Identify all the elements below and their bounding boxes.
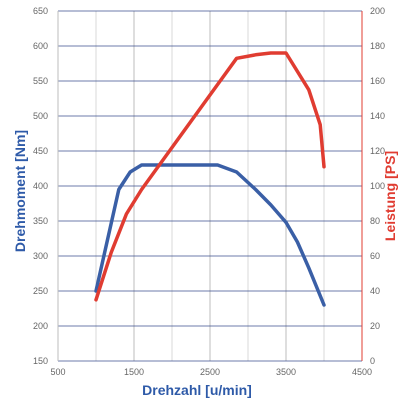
right-tick-label: 100 <box>370 181 385 191</box>
right-tick-label: 80 <box>370 216 380 226</box>
right-tick-label: 200 <box>370 6 385 16</box>
series-layer <box>94 51 326 307</box>
left-tick-label: 500 <box>33 111 48 121</box>
right-tick-label: 180 <box>370 41 385 51</box>
left-tick-label: 550 <box>33 76 48 86</box>
x-tick-label: 1500 <box>124 367 144 377</box>
series-line-torque <box>94 163 326 307</box>
left-tick-label: 600 <box>33 41 48 51</box>
right-tick-label: 40 <box>370 286 380 296</box>
right-axis-title: Leistung [PS] <box>382 151 398 241</box>
right-tick-label: 60 <box>370 251 380 261</box>
left-tick-label: 400 <box>33 181 48 191</box>
right-tick-label: 120 <box>370 146 385 156</box>
left-axis-title: Drehmoment [Nm] <box>12 130 28 252</box>
x-tick-label: 500 <box>50 367 65 377</box>
x-axis-title: Drehzahl [u/min] <box>142 382 252 398</box>
left-tick-label: 250 <box>33 286 48 296</box>
left-tick-label: 300 <box>33 251 48 261</box>
left-tick-label: 200 <box>33 321 48 331</box>
right-tick-label: 0 <box>370 356 375 366</box>
left-axis-ticks: 150 200 250 300 350 400 450 500 550 600 650 <box>33 6 48 366</box>
left-tick-label: 650 <box>33 6 48 16</box>
series-line-power <box>94 51 326 302</box>
left-tick-label: 450 <box>33 146 48 156</box>
right-tick-label: 160 <box>370 76 385 86</box>
x-tick-label: 2500 <box>200 367 220 377</box>
horizontal-gridlines <box>57 10 363 362</box>
right-tick-label: 20 <box>370 321 380 331</box>
x-tick-label: 3500 <box>276 367 296 377</box>
left-tick-label: 150 <box>33 356 48 366</box>
right-axis-ticks: 0 20 40 60 80 100 120 140 160 180 200 <box>370 6 385 366</box>
x-axis-ticks: 500 1500 2500 3500 4500 <box>50 367 372 377</box>
right-tick-label: 140 <box>370 111 385 121</box>
left-tick-label: 350 <box>33 216 48 226</box>
x-tick-label: 4500 <box>352 367 372 377</box>
